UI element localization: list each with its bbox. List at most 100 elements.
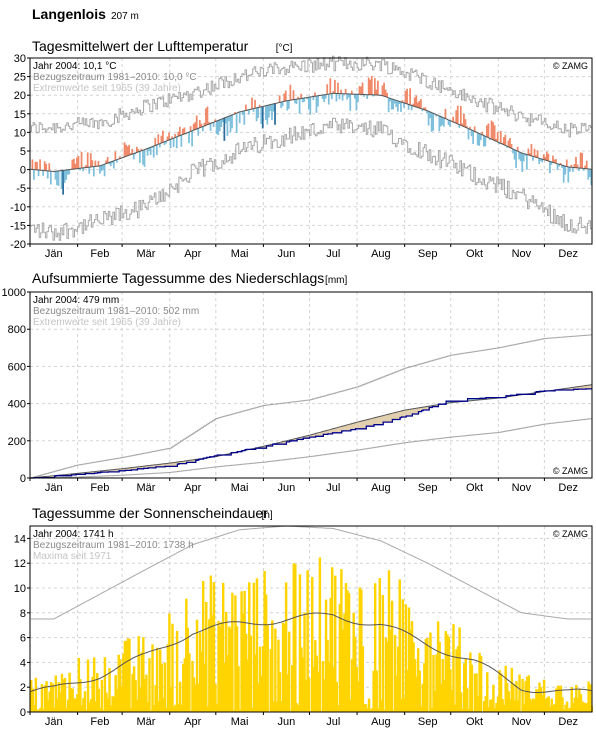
anomaly-bar bbox=[86, 152, 89, 168]
sunshine-bar bbox=[576, 697, 580, 712]
anomaly-bar bbox=[255, 107, 258, 122]
x-tick-label: Nov bbox=[512, 248, 532, 260]
anomaly-bar bbox=[501, 142, 504, 145]
anomaly-bar bbox=[506, 146, 508, 148]
deviation-fill bbox=[584, 385, 587, 390]
sunshine-bar bbox=[85, 709, 88, 712]
anomaly-bar bbox=[36, 161, 38, 170]
sunshine-bar bbox=[261, 646, 265, 712]
sunshine-bar bbox=[211, 614, 214, 712]
anomaly-bar bbox=[539, 158, 542, 162]
anomaly-bar bbox=[464, 119, 467, 128]
sunshine-bar bbox=[137, 636, 140, 712]
deviation-fill bbox=[157, 464, 160, 467]
deviation-fill bbox=[582, 385, 585, 390]
sunshine-bar bbox=[86, 659, 90, 712]
anomaly-bar bbox=[109, 161, 112, 167]
sunshine-bar bbox=[49, 681, 53, 712]
sunshine-bar bbox=[439, 684, 443, 712]
anomaly-bar bbox=[553, 159, 556, 163]
sunshine-bar bbox=[441, 659, 444, 712]
deviation-fill bbox=[366, 419, 369, 427]
deviation-fill bbox=[192, 459, 195, 463]
sunshine-bar bbox=[433, 691, 437, 712]
anomaly-bar bbox=[218, 119, 221, 132]
sunshine-bar bbox=[298, 574, 302, 712]
deviation-fill bbox=[263, 446, 266, 449]
sunshine-bar bbox=[550, 698, 553, 712]
sunshine-bar bbox=[88, 702, 91, 712]
sunshine-bar bbox=[409, 629, 412, 712]
deviation-fill bbox=[91, 471, 94, 474]
anomaly-bar bbox=[180, 135, 183, 147]
anomaly-bar bbox=[327, 94, 330, 105]
anomaly-bar bbox=[258, 104, 261, 108]
sunshine-bar bbox=[535, 689, 538, 712]
anomaly-bar bbox=[492, 122, 494, 140]
anomaly-bar bbox=[135, 146, 138, 153]
sunshine-bar bbox=[337, 705, 340, 712]
anomaly-bar bbox=[300, 93, 302, 99]
anomaly-bar bbox=[123, 142, 126, 157]
anomaly-bar bbox=[381, 85, 384, 96]
sunshine-bar bbox=[525, 676, 529, 712]
anomaly-bar bbox=[280, 102, 283, 109]
deviation-fill bbox=[105, 470, 107, 473]
sunshine-bar bbox=[367, 698, 371, 712]
sunshine-bar bbox=[355, 667, 358, 712]
anomaly-bar bbox=[332, 91, 335, 94]
anomaly-bar bbox=[182, 128, 184, 135]
anomaly-bar bbox=[584, 165, 587, 169]
x-tick-label: Nov bbox=[512, 482, 532, 494]
sunshine-bar bbox=[369, 709, 372, 712]
sunshine-bar bbox=[155, 647, 159, 712]
sunshine-bar bbox=[309, 710, 312, 712]
deviation-fill bbox=[400, 411, 402, 418]
sunshine-bar bbox=[91, 676, 94, 712]
deviation-fill bbox=[487, 397, 490, 400]
anomaly-bar bbox=[89, 153, 92, 167]
anomaly-bar bbox=[466, 126, 468, 128]
sunshine-bar bbox=[100, 679, 104, 712]
sunshine-bar bbox=[177, 704, 180, 712]
deviation-fill bbox=[572, 387, 574, 391]
copyright: © ZAMG bbox=[553, 61, 588, 71]
anomaly-bar bbox=[191, 130, 193, 147]
anomaly-bar bbox=[335, 93, 338, 102]
x-tick-label: Jun bbox=[278, 482, 296, 494]
anomaly-bar bbox=[481, 131, 484, 135]
anomaly-bar bbox=[585, 160, 588, 169]
anomaly-bar bbox=[178, 126, 181, 136]
sunshine-bar bbox=[74, 699, 77, 712]
anomaly-bar bbox=[478, 133, 481, 146]
sunshine-bar bbox=[254, 654, 257, 712]
anomaly-bar bbox=[588, 169, 591, 178]
sunshine-bar bbox=[69, 688, 73, 712]
anomaly-bar bbox=[330, 93, 333, 100]
deviation-fill bbox=[423, 407, 425, 410]
anomaly-bar bbox=[564, 166, 567, 175]
sunshine-bar bbox=[415, 676, 418, 712]
sunshine-bar bbox=[522, 704, 526, 712]
sunshine-bar bbox=[125, 641, 128, 712]
anomaly-bar bbox=[74, 163, 77, 169]
anomaly-bar bbox=[228, 116, 230, 121]
anomaly-bar bbox=[530, 144, 533, 156]
sunshine-bar bbox=[286, 674, 289, 712]
chart-title: Tagesmittelwert der Lufttemperatur bbox=[32, 38, 249, 54]
anomaly-bar bbox=[183, 127, 186, 134]
deviation-fill bbox=[407, 409, 410, 416]
sunshine-bar bbox=[105, 692, 108, 712]
sunshine-bar bbox=[197, 683, 200, 712]
anomaly-bar bbox=[398, 101, 401, 105]
deviation-fill bbox=[387, 414, 390, 423]
anomaly-bar bbox=[561, 165, 564, 168]
deviation-fill bbox=[292, 439, 295, 441]
anomaly-bar bbox=[424, 107, 427, 111]
sunshine-bar bbox=[154, 685, 157, 712]
deviation-fill bbox=[355, 422, 358, 429]
anomaly-bar bbox=[401, 100, 404, 103]
deviation-fill bbox=[132, 467, 135, 470]
deviation-fill bbox=[111, 469, 114, 472]
sunshine-bar bbox=[335, 682, 339, 712]
